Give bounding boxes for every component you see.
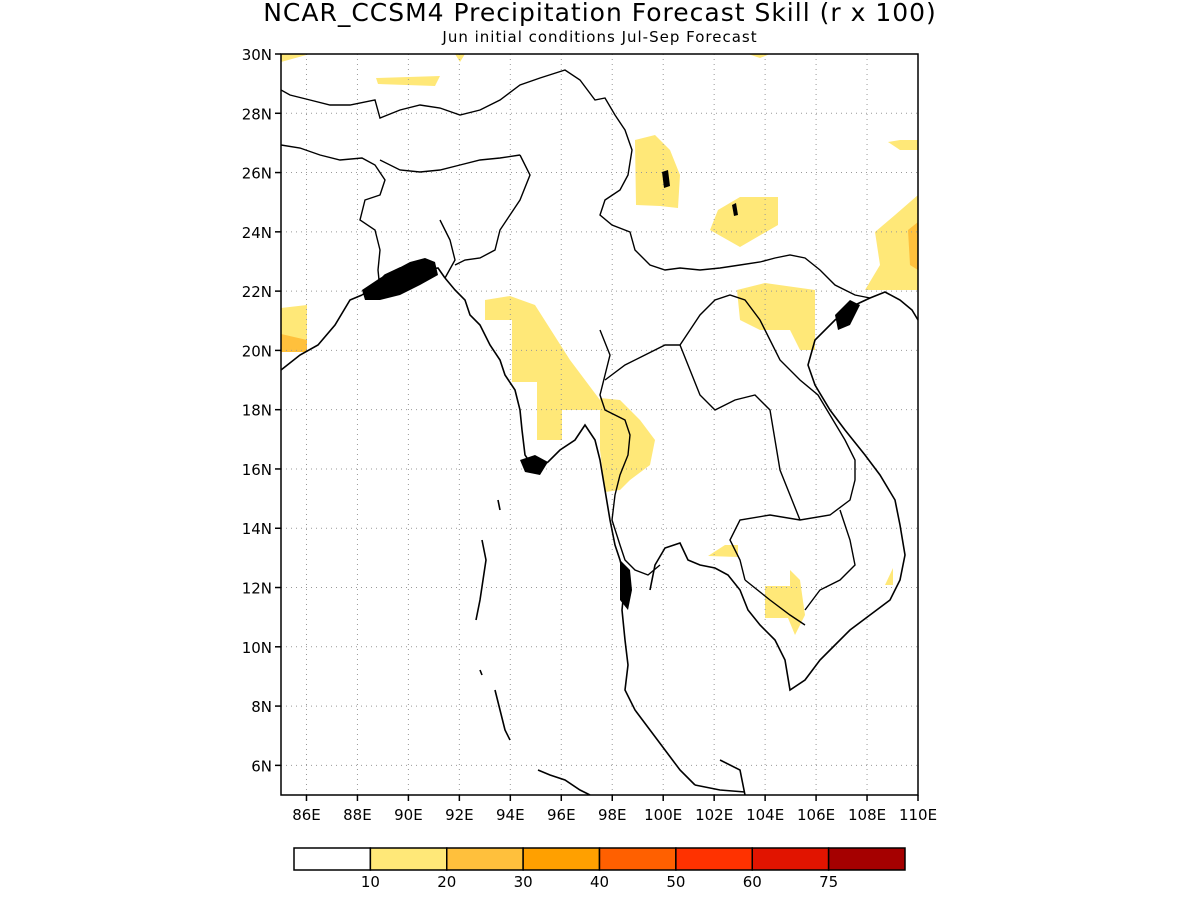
skill-shading bbox=[281, 54, 918, 635]
legend-label: 20 bbox=[437, 873, 456, 891]
lon-tick-label: 96E bbox=[547, 806, 576, 824]
lon-tick-label: 94E bbox=[496, 806, 525, 824]
color-legend: 10 20 30 40 50 60 75 bbox=[293, 847, 906, 891]
map-subtitle: Jun initial conditions Jul-Sep Forecast bbox=[442, 28, 758, 46]
lon-tick-label: 86E bbox=[292, 806, 321, 824]
lon-tick-label: 110E bbox=[899, 806, 937, 824]
lat-tick-label: 20N bbox=[242, 342, 272, 360]
coastline bbox=[281, 294, 363, 371]
lat-tick-label: 28N bbox=[242, 105, 272, 123]
shade-region bbox=[737, 283, 815, 350]
border bbox=[281, 69, 871, 299]
legend-label: 30 bbox=[514, 873, 533, 891]
island bbox=[479, 669, 483, 676]
coastline bbox=[444, 277, 696, 786]
shade-region bbox=[708, 545, 738, 557]
lat-tick-labels: 6N 8N 10N 12N 14N 16N 18N 20N 22N 24N 26N 28N 30N bbox=[242, 46, 281, 775]
coastline bbox=[719, 759, 746, 795]
shade-region bbox=[710, 197, 778, 247]
shade-region bbox=[748, 54, 770, 58]
lat-tick-label: 26N bbox=[242, 165, 272, 183]
lon-tick-label: 90E bbox=[394, 806, 423, 824]
border bbox=[281, 144, 386, 291]
coastlines bbox=[281, 264, 918, 795]
map-title: NCAR_CCSM4 Precipitation Forecast Skill … bbox=[263, 0, 937, 27]
border bbox=[439, 219, 456, 279]
lat-tick-label: 30N bbox=[242, 46, 272, 64]
lon-tick-label: 98E bbox=[598, 806, 627, 824]
lat-tick-label: 8N bbox=[251, 698, 272, 716]
lat-tick-label: 6N bbox=[251, 757, 272, 775]
lat-tick-label: 12N bbox=[242, 580, 272, 598]
lat-tick-label: 18N bbox=[242, 402, 272, 420]
gridlines bbox=[281, 53, 919, 795]
lon-tick-label: 92E bbox=[445, 806, 474, 824]
shade-region bbox=[376, 76, 440, 86]
lon-tick-label: 108E bbox=[848, 806, 886, 824]
plot-frame bbox=[280, 53, 919, 796]
legend-swatch bbox=[598, 847, 677, 871]
border bbox=[379, 154, 521, 173]
coastline bbox=[694, 784, 746, 793]
lon-tick-label: 104E bbox=[746, 806, 784, 824]
lon-tick-label: 106E bbox=[797, 806, 835, 824]
island bbox=[475, 539, 487, 621]
border bbox=[804, 509, 856, 611]
lon-tick-labels: 86E 88E 90E 92E 94E 96E 98E 100E 102E 104E 106E 108… bbox=[292, 795, 937, 824]
legend-label: 50 bbox=[666, 873, 685, 891]
coastline bbox=[537, 769, 591, 795]
lat-tick-label: 14N bbox=[242, 520, 272, 538]
border bbox=[599, 329, 661, 576]
shade-region bbox=[908, 222, 918, 270]
legend-swatch bbox=[675, 847, 753, 871]
legend-swatch bbox=[751, 847, 830, 871]
border bbox=[679, 344, 801, 521]
legend-swatch bbox=[522, 847, 601, 871]
shade-region bbox=[765, 570, 805, 635]
legend-label: 40 bbox=[590, 873, 609, 891]
legend-swatch bbox=[446, 847, 524, 871]
legend-label: 60 bbox=[743, 873, 762, 891]
coastline bbox=[649, 291, 918, 692]
lon-tick-label: 88E bbox=[343, 806, 372, 824]
borders bbox=[281, 69, 871, 626]
island bbox=[494, 689, 511, 741]
border bbox=[454, 154, 531, 266]
legend-swatch bbox=[369, 847, 448, 871]
shade-region bbox=[865, 195, 918, 290]
lat-tick-label: 22N bbox=[242, 283, 272, 301]
delta-marks bbox=[362, 170, 860, 610]
lat-tick-label: 24N bbox=[242, 224, 272, 242]
shade-region bbox=[485, 296, 605, 440]
lon-tick-label: 102E bbox=[695, 806, 733, 824]
shade-region bbox=[635, 135, 680, 208]
border bbox=[744, 579, 806, 626]
shade-region bbox=[885, 568, 893, 585]
shade-region bbox=[455, 54, 465, 62]
shade-region bbox=[281, 334, 307, 352]
shade-region bbox=[888, 140, 918, 150]
island bbox=[497, 499, 501, 511]
legend-swatch bbox=[293, 847, 372, 871]
shade-region bbox=[281, 54, 310, 62]
lat-tick-label: 10N bbox=[242, 639, 272, 657]
legend-swatch bbox=[827, 847, 906, 871]
border bbox=[604, 294, 856, 581]
lat-tick-label: 16N bbox=[242, 461, 272, 479]
legend-label: 75 bbox=[819, 873, 838, 891]
legend-label: 10 bbox=[361, 873, 380, 891]
lon-tick-label: 100E bbox=[644, 806, 682, 824]
